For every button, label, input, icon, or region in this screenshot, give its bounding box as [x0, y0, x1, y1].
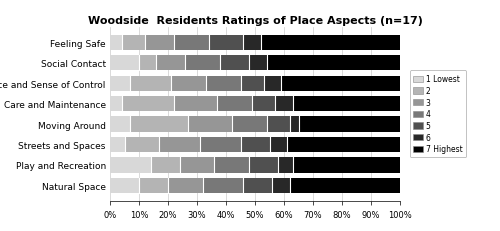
Bar [110, 137, 124, 152]
Bar [188, 117, 232, 132]
Bar [139, 178, 168, 193]
Bar [276, 97, 292, 112]
Bar [171, 76, 205, 91]
Bar [110, 76, 130, 91]
Bar [266, 117, 290, 132]
Bar [290, 117, 298, 132]
Title: Woodside  Residents Ratings of Place Aspects (n=17): Woodside Residents Ratings of Place Aspe… [88, 16, 422, 26]
Bar [203, 178, 243, 193]
Bar [110, 158, 150, 173]
Bar [244, 36, 261, 51]
Bar [130, 76, 171, 91]
Bar [292, 158, 400, 173]
Bar [174, 36, 208, 51]
Bar [130, 117, 188, 132]
Bar [110, 117, 130, 132]
Bar [249, 56, 266, 71]
Bar [214, 158, 249, 173]
Bar [110, 56, 139, 71]
Bar [272, 178, 290, 193]
Bar [156, 56, 186, 71]
Bar [186, 56, 220, 71]
Bar [264, 76, 281, 91]
Bar [206, 76, 240, 91]
Bar [139, 56, 156, 71]
Bar [240, 137, 270, 152]
Bar [200, 137, 240, 152]
Bar [124, 137, 160, 152]
Bar [122, 97, 174, 112]
Bar [160, 137, 200, 152]
Bar [270, 137, 287, 152]
Bar [150, 158, 180, 173]
Bar [290, 178, 400, 193]
Bar [281, 76, 400, 91]
Bar [110, 97, 122, 112]
Bar [249, 158, 278, 173]
Legend: 1 Lowest, 2, 3, 4, 5, 6, 7 Highest: 1 Lowest, 2, 3, 4, 5, 6, 7 Highest [410, 71, 466, 158]
Bar [122, 36, 145, 51]
Bar [266, 56, 400, 71]
Bar [240, 76, 264, 91]
Bar [298, 117, 400, 132]
Bar [287, 137, 400, 152]
Bar [292, 97, 400, 112]
Bar [145, 36, 174, 51]
Bar [232, 117, 266, 132]
Bar [261, 36, 400, 51]
Bar [174, 97, 218, 112]
Bar [168, 178, 203, 193]
Bar [180, 158, 214, 173]
Bar [244, 178, 272, 193]
Bar [220, 56, 249, 71]
Bar [278, 158, 292, 173]
Bar [218, 97, 252, 112]
Bar [110, 178, 139, 193]
Bar [208, 36, 244, 51]
Bar [110, 36, 122, 51]
Bar [252, 97, 276, 112]
